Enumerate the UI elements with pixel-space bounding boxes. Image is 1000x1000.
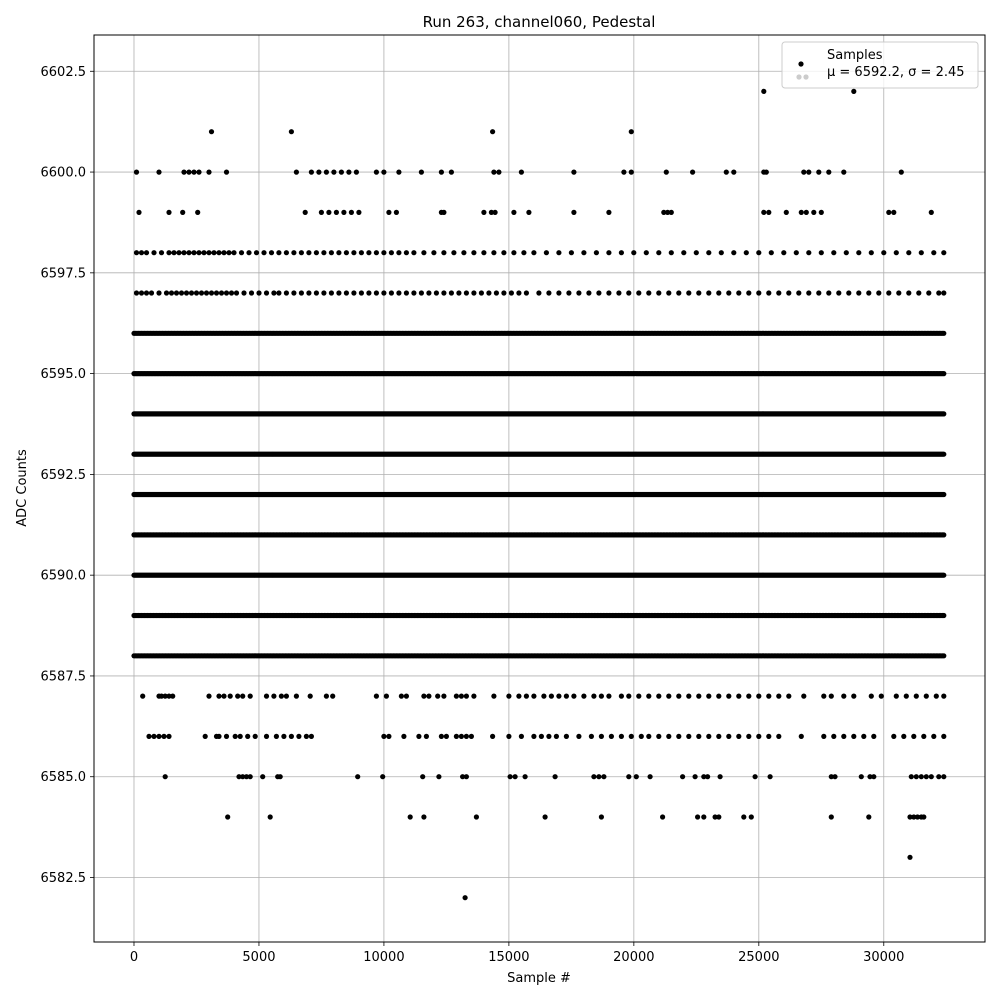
data-point (941, 411, 947, 417)
data-point (941, 612, 947, 619)
data-point (941, 653, 947, 659)
data-point (941, 532, 947, 538)
data-points (131, 88, 947, 901)
data-point (941, 491, 947, 498)
data-point (941, 451, 947, 457)
chart-title: Run 263, channel060, Pedestal (423, 13, 656, 31)
data-point (941, 572, 947, 578)
